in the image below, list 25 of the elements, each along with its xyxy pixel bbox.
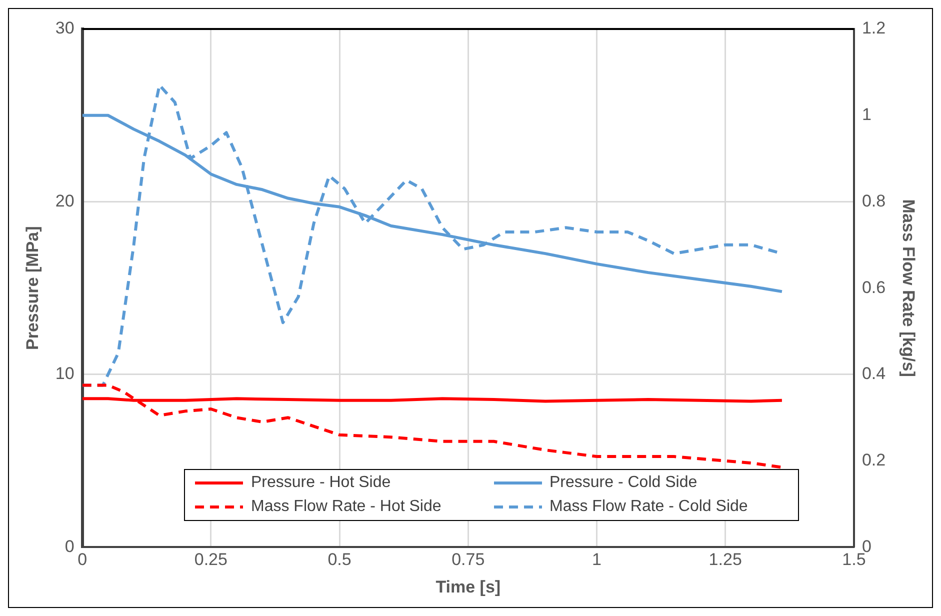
y2-tick-label: 1 (862, 105, 872, 124)
x-tick-label: 1 (592, 550, 602, 570)
x-axis-title: Time [s] (436, 577, 501, 596)
x-tick-label: 0.25 (194, 550, 228, 570)
legend-label: Pressure - Hot Side (251, 474, 391, 492)
y2-tick-label: 0.8 (862, 191, 886, 210)
legend-label: Pressure - Cold Side (550, 474, 698, 492)
legend-label: Mass Flow Rate - Hot Side (251, 498, 442, 516)
y2-tick-label: 0.6 (862, 278, 886, 297)
y-tick-label: 20 (55, 191, 74, 210)
y-tick-label: 0 (64, 536, 74, 556)
x-tick-label: 0.75 (452, 550, 485, 570)
x-tick-label: 1.25 (708, 550, 742, 570)
line-series (82, 384, 784, 469)
y-tick-label: 10 (55, 364, 74, 384)
x-tick-label: 0 (78, 550, 88, 570)
y-axis-title: Pressure [MPa] (22, 226, 42, 350)
y2-axis-title: Mass Flow Rate [kg/s] (899, 199, 918, 377)
y2-tick-label: 1.2 (862, 18, 886, 38)
y2-tick-label: 0.2 (862, 450, 886, 470)
legend-label: Mass Flow Rate - Cold Side (550, 498, 748, 516)
y2-tick-label: 0.4 (862, 364, 886, 384)
x-tick-label: 0.5 (328, 550, 352, 570)
y-tick-label: 30 (55, 18, 74, 38)
y2-tick-label: 0 (862, 536, 872, 556)
